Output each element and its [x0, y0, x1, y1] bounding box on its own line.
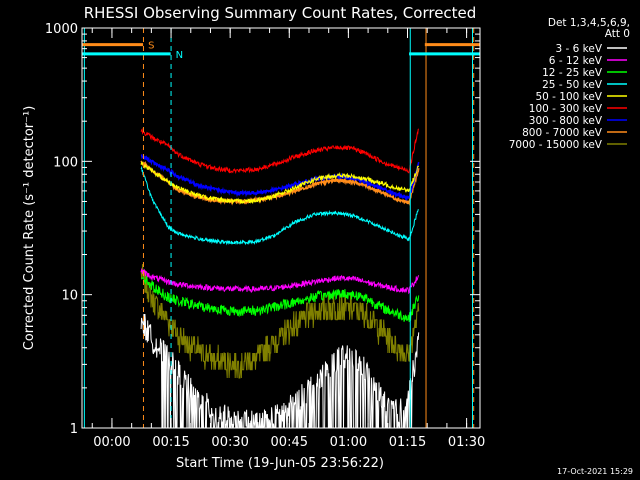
y-tick-label: 1: [70, 422, 78, 437]
legend-label: 12 - 25 keV: [542, 67, 603, 79]
marker-layer: [83, 28, 475, 428]
x-axis-label: Start Time (19-Jun-05 23:56:22): [176, 456, 384, 471]
series-line: [140, 275, 420, 323]
flag-layer: SN: [82, 41, 480, 61]
axis-layer: 00:00 00:15 00:30 00:45 01:00 01:15 01:30 1 10 10…: [45, 22, 485, 450]
legend-label: 100 - 300 keV: [529, 103, 603, 115]
legend-label: 300 - 800 keV: [529, 115, 603, 127]
x-tick-label: 01:15: [389, 435, 426, 450]
series-line: [140, 128, 420, 175]
x-tick-label: 01:00: [330, 435, 367, 450]
timestamp: 17-Oct-2021 15:29: [557, 467, 633, 476]
y-axis-label: Corrected Count Rate (s⁻¹ detector⁻¹): [22, 106, 37, 351]
flag-label: N: [176, 50, 183, 61]
flag-label: S: [148, 41, 154, 52]
series-line: [140, 165, 419, 246]
legend-label: 50 - 100 keV: [535, 91, 602, 103]
legend-label: 7000 - 15000 keV: [509, 139, 603, 151]
x-tick-label: 00:00: [93, 435, 130, 450]
chart-title: RHESSI Observing Summary Count Rates, Co…: [84, 4, 477, 22]
x-tick-label: 01:30: [448, 435, 485, 450]
x-tick-label: 00:15: [152, 435, 189, 450]
legend-header: Det 1,3,4,5,6,9,: [548, 17, 630, 29]
legend-header: Att 0: [605, 28, 630, 40]
legend-label: 800 - 7000 keV: [522, 127, 603, 139]
legend-label: 3 - 6 keV: [555, 43, 602, 55]
series-line: [140, 161, 420, 205]
plot-frame: [81, 27, 481, 429]
x-tick-label: 00:45: [271, 435, 308, 450]
y-tick-label: 100: [53, 155, 78, 170]
x-tick-label: 00:30: [211, 435, 248, 450]
series-line: [140, 267, 420, 295]
y-tick-label: 1000: [45, 22, 78, 37]
legend-label: 25 - 50 keV: [542, 79, 603, 91]
series-line: [140, 264, 420, 379]
legend-label: 6 - 12 keV: [549, 55, 603, 67]
data-layer: [140, 128, 420, 429]
y-tick-label: 10: [61, 289, 78, 304]
series-line: [140, 154, 420, 201]
